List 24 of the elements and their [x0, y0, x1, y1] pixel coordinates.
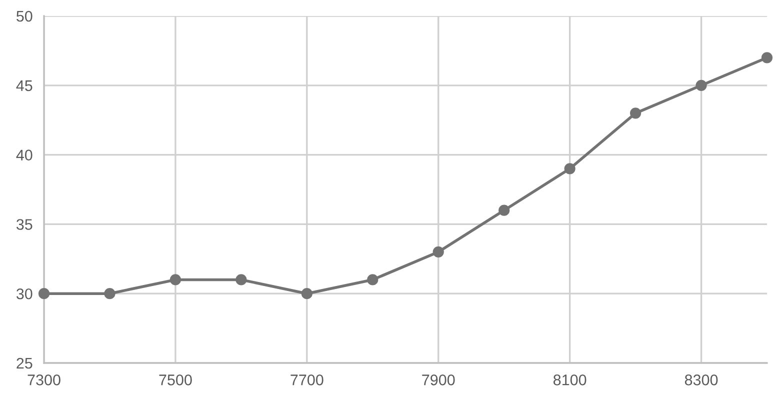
- x-tick-label: 8300: [684, 374, 718, 386]
- x-tick-label: 7700: [290, 374, 324, 386]
- point: [432, 246, 444, 258]
- point: [367, 274, 378, 286]
- y-tick-label: 45: [16, 80, 32, 92]
- point: [696, 80, 707, 91]
- point: [38, 288, 50, 300]
- point: [564, 163, 576, 174]
- point: [301, 288, 312, 300]
- point: [630, 108, 642, 119]
- x-tick-label: 7300: [28, 374, 60, 386]
- y-tick-label: 25: [16, 358, 32, 369]
- point: [498, 204, 510, 216]
- y-tick-label: 40: [16, 150, 32, 160]
- x-tick-label: 7900: [422, 374, 455, 386]
- point: [236, 274, 247, 286]
- point: [761, 52, 773, 64]
- y-tick-label: 30: [16, 288, 32, 300]
- x-tick-label: 7500: [159, 374, 192, 386]
- x-tick-label: 8100: [553, 374, 586, 386]
- point: [104, 288, 116, 300]
- point: [170, 274, 182, 286]
- y-tick-label: 35: [16, 219, 32, 230]
- y-tick-label: 50: [16, 10, 32, 22]
